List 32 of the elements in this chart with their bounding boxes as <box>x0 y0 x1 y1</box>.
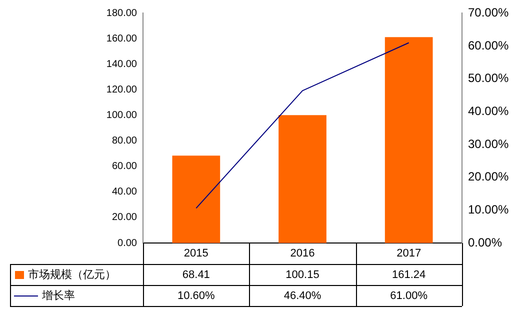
data-label: 10.60% <box>178 290 216 302</box>
bar <box>278 115 326 243</box>
y-tick-label: 120.00 <box>106 84 138 96</box>
x-tick-label: 2017 <box>396 248 422 260</box>
x-tick-label: 2016 <box>290 248 315 260</box>
y2-tick-label: 50.00% <box>468 71 510 86</box>
y2-tick-label: 0.00% <box>468 235 502 250</box>
data-label: 100.15 <box>286 269 320 282</box>
y2-tick-label: 30.00% <box>468 136 510 151</box>
legend-label: 市场规模（亿元） <box>28 268 116 282</box>
bar <box>384 37 433 243</box>
bar <box>172 156 220 243</box>
legend-label: 增长率 <box>41 289 75 302</box>
y-tick-label: 140.00 <box>106 59 138 70</box>
y-tick-label: 80.00 <box>112 136 138 147</box>
y-tick-label: 0.00 <box>118 238 138 249</box>
y2-tick-label: 70.00% <box>468 6 510 20</box>
y-tick-label: 100.00 <box>106 110 138 122</box>
y2-tick-label: 40.00% <box>468 104 510 118</box>
data-label: 68.41 <box>182 269 210 282</box>
data-label: 61.00% <box>390 290 428 302</box>
y-tick-label: 40.00 <box>112 186 138 198</box>
y-tick-label: 160.00 <box>106 33 138 44</box>
data-label: 46.40% <box>284 290 322 302</box>
y-tick-label: 20.00 <box>112 212 138 224</box>
y2-tick-label: 10.00% <box>468 202 510 216</box>
x-tick-label: 2015 <box>184 248 208 260</box>
y-tick-label: 180.00 <box>106 8 138 19</box>
data-label: 161.24 <box>392 269 426 282</box>
y-tick-label: 60.00 <box>112 161 138 172</box>
y2-tick-label: 60.00% <box>468 38 510 52</box>
y2-tick-label: 20.00% <box>468 170 510 184</box>
